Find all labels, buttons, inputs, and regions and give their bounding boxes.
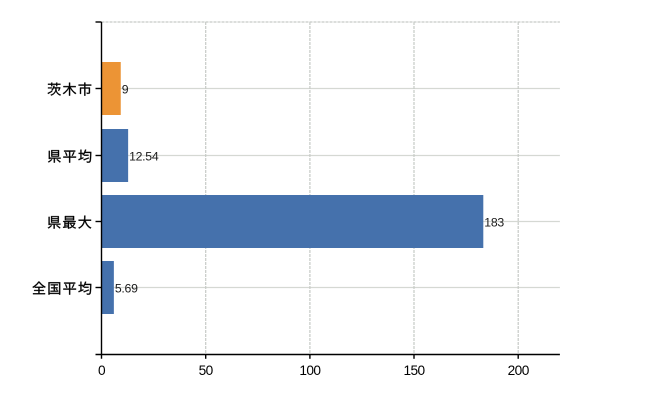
- svg-text:9: 9: [122, 82, 129, 96]
- svg-text:0: 0: [98, 363, 106, 378]
- svg-text:5.69: 5.69: [115, 281, 138, 295]
- svg-text:200: 200: [508, 363, 530, 378]
- svg-text:12.54: 12.54: [129, 149, 159, 163]
- svg-text:150: 150: [403, 363, 425, 378]
- svg-text:50: 50: [199, 363, 214, 378]
- svg-text:100: 100: [299, 363, 321, 378]
- svg-text:183: 183: [484, 215, 504, 229]
